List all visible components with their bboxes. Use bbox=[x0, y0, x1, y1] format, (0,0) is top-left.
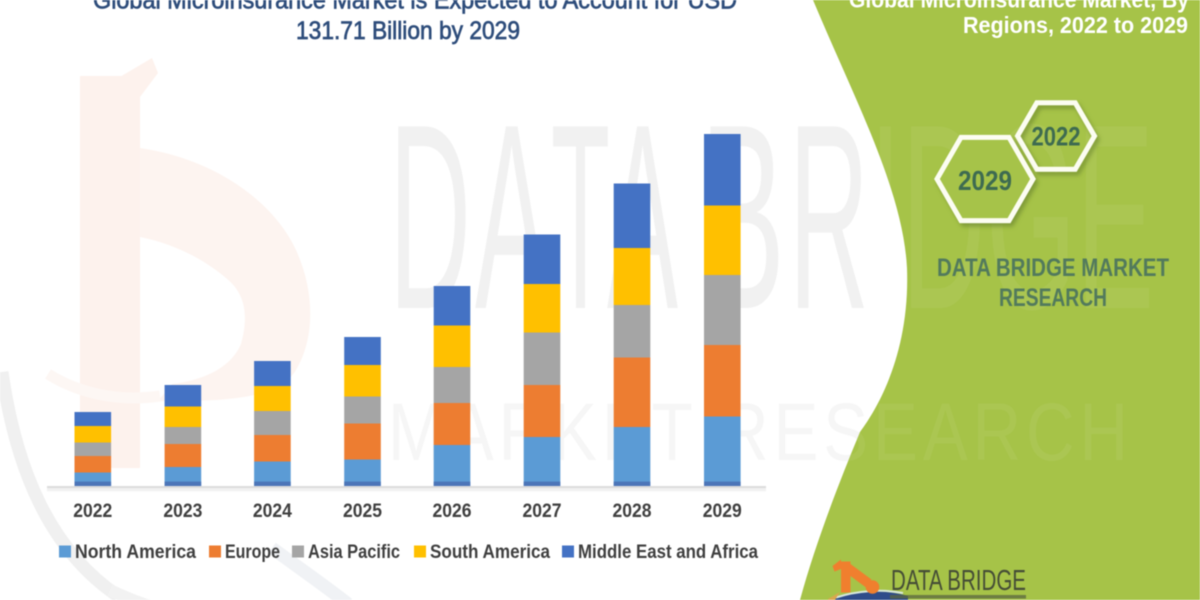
svg-text:DATA BRIDGE: DATA BRIDGE bbox=[891, 565, 1026, 597]
svg-text:RESEARCH: RESEARCH bbox=[999, 284, 1107, 312]
svg-text:R: R bbox=[789, 69, 869, 364]
svg-text:DATA BRIDGE MARKET: DATA BRIDGE MARKET bbox=[937, 254, 1169, 282]
svg-text:2025: 2025 bbox=[343, 500, 382, 522]
svg-text:T: T bbox=[551, 69, 610, 364]
svg-text:2029: 2029 bbox=[703, 500, 742, 522]
svg-text:Global Microinsurance Market,: Global Microinsurance Market, By bbox=[849, 0, 1189, 13]
svg-text:131.71 Billion by 2029: 131.71 Billion by 2029 bbox=[296, 17, 520, 45]
svg-text:Regions, 2022 to 2029: Regions, 2022 to 2029 bbox=[963, 12, 1188, 38]
svg-text:2023: 2023 bbox=[163, 500, 202, 522]
svg-text:2028: 2028 bbox=[613, 500, 652, 522]
svg-text:Global Microinsurance Market i: Global Microinsurance Market is Expected… bbox=[93, 0, 737, 15]
svg-text:2022: 2022 bbox=[1032, 122, 1081, 152]
svg-text:2022: 2022 bbox=[73, 500, 112, 522]
svg-text:Middle East and Africa: Middle East and Africa bbox=[578, 542, 758, 563]
svg-text:2027: 2027 bbox=[523, 500, 562, 522]
svg-text:2026: 2026 bbox=[433, 500, 472, 522]
svg-text:South America: South America bbox=[430, 542, 550, 563]
svg-text:2029: 2029 bbox=[958, 165, 1012, 196]
svg-text:Asia Pacific: Asia Pacific bbox=[308, 542, 400, 563]
svg-text:2024: 2024 bbox=[253, 500, 292, 522]
svg-text:North America: North America bbox=[75, 542, 196, 563]
svg-text:Europe: Europe bbox=[225, 542, 280, 563]
